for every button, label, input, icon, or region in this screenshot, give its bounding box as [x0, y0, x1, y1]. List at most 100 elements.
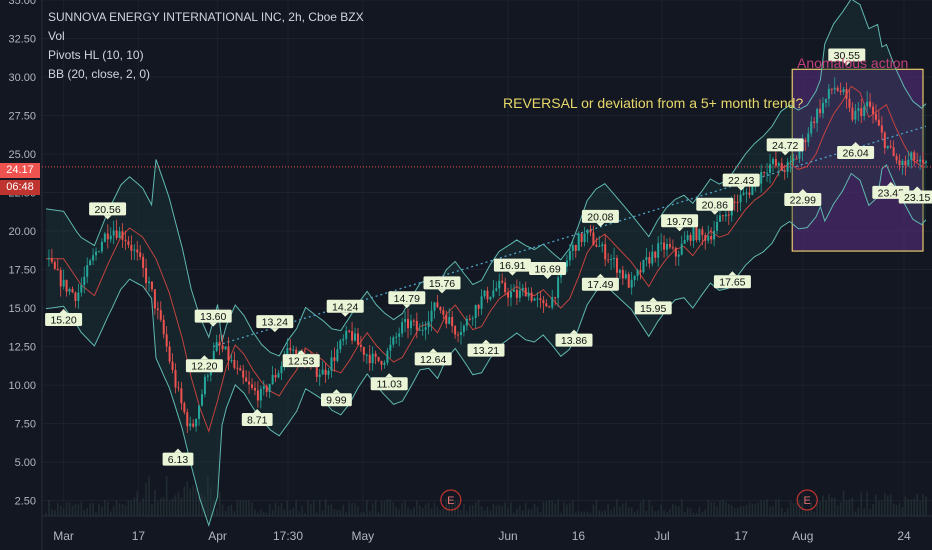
- volume-bar: [345, 512, 348, 516]
- pivot-box: [493, 258, 531, 272]
- volume-bar: [457, 500, 459, 516]
- candle-body: [62, 279, 65, 287]
- volume-bar: [77, 504, 80, 516]
- volume-bar: [680, 499, 683, 516]
- candle-body: [480, 296, 483, 309]
- candle-body: [589, 229, 592, 233]
- volume-bar: [189, 488, 192, 516]
- volume-bar: [819, 501, 821, 516]
- candle-body: [212, 350, 215, 366]
- candle-body: [198, 405, 201, 419]
- candle-body: [824, 98, 827, 103]
- pivot-box: [696, 197, 734, 211]
- candle-body: [913, 152, 916, 161]
- volume-bar: [860, 492, 863, 516]
- pivot-pointer: [649, 297, 658, 302]
- candle-body: [666, 243, 669, 250]
- candle-body: [50, 258, 53, 262]
- volume-bar: [366, 500, 368, 516]
- candle-body: [751, 186, 754, 195]
- volume-bar: [95, 512, 97, 516]
- candle-body: [548, 306, 551, 308]
- volume-bar: [869, 509, 871, 516]
- candle-body: [874, 113, 877, 120]
- candle-body: [153, 289, 156, 309]
- pivot-pointer: [59, 308, 68, 313]
- volume-bar: [613, 506, 615, 516]
- candle-body: [851, 107, 854, 120]
- candle-body: [813, 121, 816, 124]
- pivot-pointer: [913, 186, 922, 191]
- candle-body: [292, 349, 295, 351]
- candle-body: [922, 159, 925, 163]
- candle-body: [112, 230, 115, 236]
- volume-bar: [813, 511, 815, 516]
- pivot-box: [467, 343, 505, 357]
- highlight-box: [791, 68, 924, 252]
- candle-body: [162, 319, 165, 335]
- candle-body: [124, 239, 127, 242]
- pivot-high-label: 16.69: [529, 262, 567, 280]
- pivot-value: 16.91: [499, 260, 525, 272]
- volume-bar: [339, 510, 342, 516]
- volume-bar: [62, 508, 65, 516]
- volume-bar: [492, 503, 495, 516]
- pivot-high-label: 14.24: [326, 299, 364, 317]
- pivot-pointer: [402, 304, 411, 309]
- candle-body: [189, 423, 192, 427]
- volume-bar: [215, 508, 218, 516]
- candle-body: [533, 298, 536, 301]
- volume-bar: [695, 512, 698, 516]
- volume-bar: [663, 510, 665, 516]
- volume-bar: [430, 508, 433, 516]
- volume-bar: [418, 505, 421, 516]
- volume-bar: [380, 500, 383, 516]
- candle-body: [645, 257, 648, 260]
- volume-bar: [816, 500, 818, 516]
- candle-body: [551, 297, 554, 308]
- volume-bar: [633, 512, 636, 516]
- volume-bar: [480, 506, 483, 516]
- candle-body: [842, 89, 845, 93]
- candle-body: [274, 374, 277, 378]
- volume-bar: [436, 507, 439, 516]
- candle-body: [109, 235, 112, 240]
- candle-body: [71, 288, 74, 293]
- pivot-pointer: [596, 222, 605, 227]
- pivot-low-label: 6.13: [162, 448, 194, 466]
- volume-bar: [348, 502, 350, 516]
- candle-body: [671, 247, 674, 249]
- volume-bar: [424, 504, 427, 516]
- pivot-low-label: 11.03: [370, 373, 408, 391]
- candle-body: [648, 257, 651, 264]
- candle-body: [745, 192, 748, 194]
- candle-body: [336, 349, 339, 361]
- candle-body: [56, 268, 59, 271]
- volume-bar: [833, 498, 836, 516]
- volume-bar: [51, 508, 53, 516]
- pivot-low-label: 22.99: [784, 188, 822, 206]
- pivot-pointer: [482, 339, 490, 344]
- earnings-marker: [796, 489, 818, 511]
- candle-body: [230, 359, 233, 361]
- volume-bar: [745, 505, 748, 516]
- candle-body: [527, 292, 530, 297]
- candle-body: [121, 231, 124, 240]
- pivot-pointer: [596, 273, 605, 278]
- candle-body: [477, 304, 480, 309]
- candle-body: [718, 215, 721, 222]
- anomalous-annotation: Anomalous action: [797, 55, 909, 71]
- candle-body: [857, 108, 860, 111]
- volume-bar: [521, 510, 524, 516]
- candle-body: [168, 346, 171, 362]
- candle-body: [880, 125, 883, 133]
- candle-body: [227, 346, 230, 361]
- volume-bar: [825, 500, 827, 516]
- candle-body: [889, 145, 892, 148]
- pivot-high-label: 14.79: [388, 291, 426, 309]
- candle-body: [624, 274, 627, 279]
- candle-body: [348, 330, 351, 332]
- candle-body: [810, 121, 813, 134]
- volume-bar: [474, 502, 477, 516]
- volume-bar: [98, 503, 100, 516]
